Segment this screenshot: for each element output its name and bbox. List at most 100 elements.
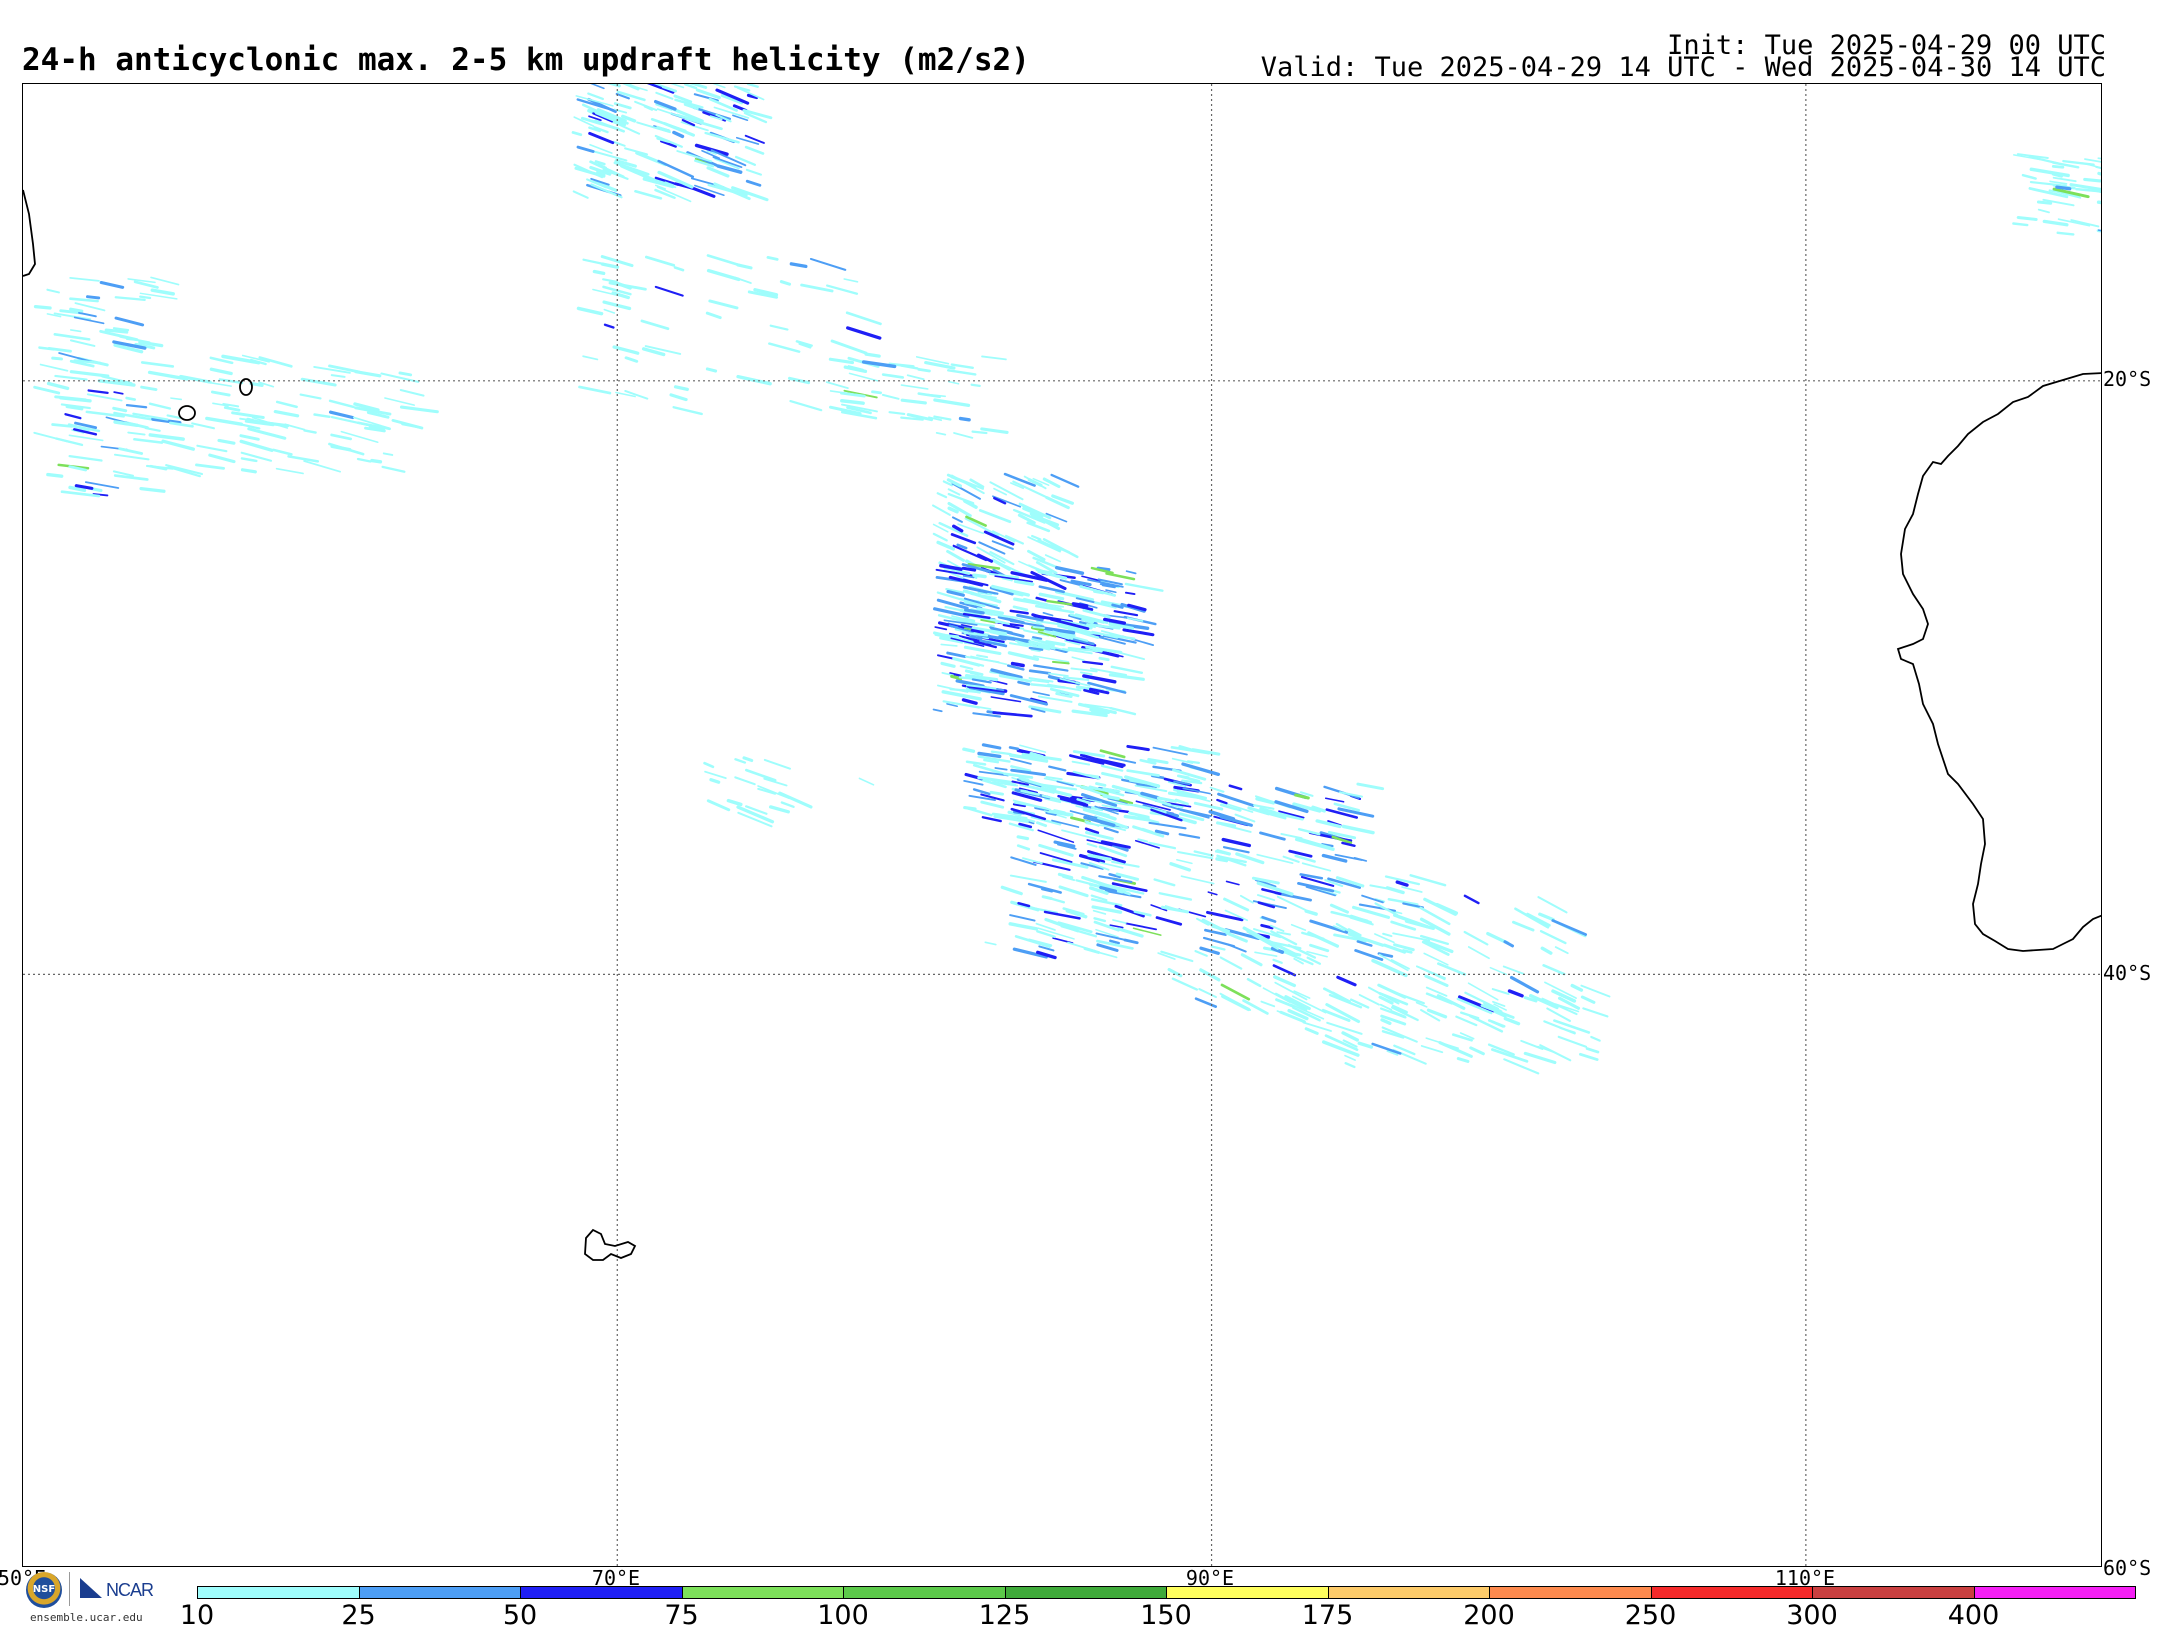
- helicity-streak: [1221, 958, 1241, 969]
- helicity-streak: [963, 700, 976, 703]
- helicity-streak: [71, 340, 94, 346]
- helicity-streak: [1465, 896, 1479, 903]
- colorbar-tick-label: 75: [664, 1600, 698, 1631]
- helicity-streak: [401, 407, 437, 412]
- helicity-streak: [1088, 844, 1097, 847]
- helicity-streak: [1010, 924, 1036, 929]
- helicity-streak: [1049, 767, 1065, 771]
- helicity-streak: [150, 435, 183, 439]
- helicity-streak: [1582, 997, 1594, 1002]
- helicity-streak: [53, 358, 62, 359]
- helicity-streak: [711, 780, 719, 783]
- helicity-streak: [89, 390, 108, 392]
- helicity-streak: [69, 435, 102, 440]
- helicity-streak: [934, 709, 942, 711]
- helicity-streak: [1513, 922, 1533, 930]
- helicity-streak: [1037, 823, 1045, 826]
- colorbar-tick-label: 100: [817, 1600, 869, 1631]
- helicity-streak: [332, 375, 345, 377]
- colorbar-tick-label: 10: [180, 1600, 214, 1631]
- helicity-streak: [2099, 173, 2102, 175]
- colorbar-segment: [520, 1586, 683, 1599]
- helicity-streak: [1124, 630, 1153, 635]
- helicity-streak: [1438, 964, 1464, 975]
- ncar-logo-mark: [80, 1578, 102, 1598]
- helicity-streak: [277, 402, 296, 407]
- island-kerguelen: [585, 1230, 635, 1260]
- helicity-streak: [1018, 837, 1027, 839]
- helicity-streak: [1115, 611, 1137, 615]
- helicity-streak: [115, 422, 137, 425]
- helicity-streak: [1177, 860, 1192, 864]
- helicity-streak: [1020, 778, 1028, 780]
- helicity-streak: [708, 801, 729, 810]
- valid-time: Valid: Tue 2025-04-29 14 UTC - Wed 2025-…: [1261, 52, 2106, 83]
- helicity-streak: [1073, 762, 1090, 765]
- helicity-streak: [974, 575, 985, 576]
- helicity-streak: [1373, 961, 1406, 976]
- helicity-streak: [1227, 881, 1239, 884]
- helicity-streak: [1210, 788, 1223, 792]
- helicity-streak: [1338, 977, 1355, 985]
- helicity-streak: [35, 307, 50, 308]
- colorbar-segment: [1328, 1586, 1491, 1599]
- island-reunion: [179, 406, 195, 420]
- helicity-streak: [128, 279, 155, 282]
- helicity-streak: [980, 510, 1010, 521]
- helicity-streak: [850, 373, 878, 380]
- helicity-streak: [1129, 605, 1145, 609]
- colorbar-tick-label: 400: [1948, 1600, 2000, 1631]
- helicity-streak: [977, 655, 987, 657]
- helicity-streak: [1392, 960, 1409, 969]
- helicity-streak: [1107, 574, 1134, 580]
- helicity-streak: [383, 467, 405, 472]
- helicity-streak: [1345, 1056, 1355, 1061]
- helicity-streak: [1011, 876, 1046, 882]
- helicity-streak: [210, 455, 234, 461]
- helicity-streak: [225, 408, 239, 411]
- helicity-streak: [746, 770, 775, 780]
- helicity-streak: [1199, 989, 1216, 997]
- colorbar-segment: [197, 1586, 360, 1599]
- helicity-streak: [736, 157, 755, 165]
- helicity-streak: [1047, 601, 1072, 604]
- helicity-streak: [1591, 1037, 1599, 1041]
- helicity-streak: [614, 142, 625, 146]
- helicity-streak: [991, 792, 1002, 794]
- helicity-streak: [780, 793, 811, 807]
- colorbar-segment: [682, 1586, 845, 1599]
- helicity-streak: [2038, 202, 2050, 203]
- helicity-streak: [152, 290, 173, 294]
- helicity-streak: [973, 432, 987, 433]
- helicity-streak: [1224, 847, 1249, 852]
- helicity-streak: [49, 384, 68, 389]
- helicity-streak: [1013, 664, 1023, 666]
- helicity-streak: [982, 802, 1003, 807]
- helicity-streak: [1360, 995, 1379, 1005]
- helicity-streak: [707, 313, 720, 318]
- helicity-streak: [1525, 1053, 1555, 1062]
- helicity-streak: [1128, 771, 1159, 776]
- helicity-streak: [938, 493, 946, 497]
- helicity-streak: [79, 313, 96, 316]
- helicity-streak: [2085, 159, 2102, 162]
- helicity-streak: [1540, 914, 1553, 919]
- helicity-streak: [1002, 887, 1021, 893]
- helicity-streak: [1083, 662, 1102, 664]
- helicity-streak: [70, 278, 99, 281]
- helicity-streak: [578, 308, 601, 313]
- helicity-streak: [1583, 1008, 1607, 1016]
- helicity-streak: [748, 84, 758, 87]
- helicity-streak: [1559, 1037, 1586, 1047]
- helicity-streak: [811, 259, 845, 270]
- helicity-streak: [974, 789, 989, 794]
- helicity-streak: [1504, 967, 1524, 974]
- helicity-streak: [120, 449, 142, 454]
- helicity-streak: [1096, 784, 1104, 786]
- helicity-streak: [1072, 657, 1083, 660]
- map-panel[interactable]: [22, 83, 2102, 1567]
- helicity-streak: [1440, 1043, 1471, 1057]
- helicity-streak: [1176, 800, 1187, 804]
- helicity-streak: [943, 692, 980, 699]
- helicity-streak: [301, 395, 321, 399]
